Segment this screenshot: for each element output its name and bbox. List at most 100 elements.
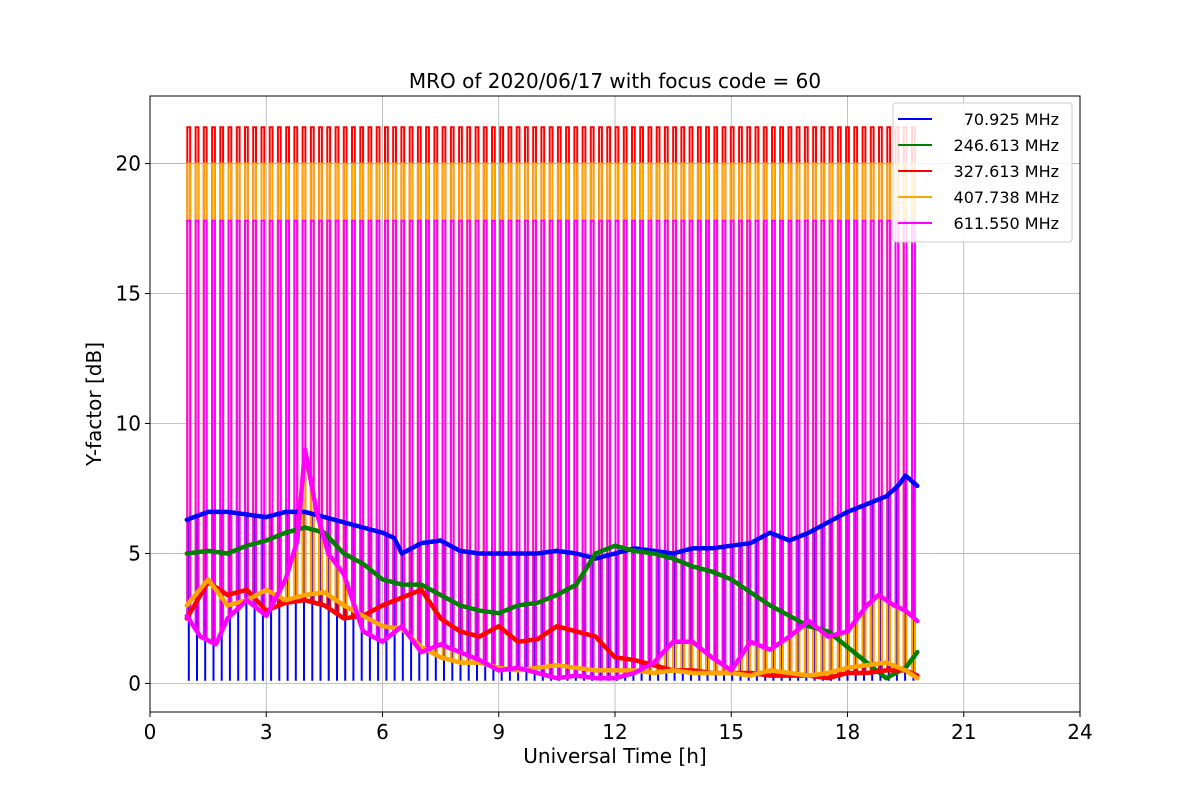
data-point xyxy=(749,541,753,545)
data-point xyxy=(613,655,617,659)
data-point xyxy=(826,676,830,680)
data-point xyxy=(768,668,772,672)
data-point xyxy=(226,510,229,514)
data-point xyxy=(214,642,218,646)
data-point xyxy=(185,614,189,618)
data-point xyxy=(574,674,578,678)
data-point xyxy=(807,624,811,628)
data-point xyxy=(497,668,501,672)
x-tick-label: 15 xyxy=(719,720,744,744)
data-point xyxy=(884,676,888,680)
data-point xyxy=(381,640,384,644)
data-point xyxy=(477,609,481,613)
data-point xyxy=(477,635,481,639)
data-point xyxy=(439,655,443,659)
data-point xyxy=(381,603,384,607)
data-point xyxy=(710,570,714,574)
data-point xyxy=(710,671,714,675)
data-point xyxy=(477,658,481,662)
data-point xyxy=(295,539,299,542)
data-point xyxy=(315,510,319,514)
data-point xyxy=(671,640,675,644)
data-point xyxy=(245,544,249,548)
data-point xyxy=(264,515,268,519)
chart-title: MRO of 2020/06/17 with focus code = 60 xyxy=(409,69,821,93)
data-point xyxy=(729,577,733,581)
data-point xyxy=(477,552,481,555)
data-point xyxy=(691,546,694,550)
data-point xyxy=(865,663,869,667)
data-point xyxy=(342,572,346,576)
data-point xyxy=(226,616,229,620)
data-point xyxy=(787,635,791,639)
data-point xyxy=(884,668,888,672)
data-point xyxy=(497,552,501,555)
data-point xyxy=(400,583,404,587)
data-point xyxy=(264,614,268,618)
data-point xyxy=(904,609,908,613)
x-axis-label: Universal Time [h] xyxy=(523,744,706,768)
y-tick-label: 15 xyxy=(116,282,141,306)
data-point xyxy=(419,588,423,592)
data-point xyxy=(458,629,462,633)
data-point xyxy=(846,510,849,514)
data-point xyxy=(877,593,880,597)
data-point xyxy=(458,650,462,654)
data-point xyxy=(381,531,384,535)
data-point xyxy=(710,655,714,659)
legend-label: 407.738 MHz xyxy=(954,188,1059,207)
data-point xyxy=(768,674,772,678)
data-point xyxy=(671,557,675,561)
data-point xyxy=(691,564,694,568)
data-point xyxy=(613,544,617,548)
data-point xyxy=(691,640,694,644)
data-point xyxy=(400,552,404,555)
data-point xyxy=(419,583,423,587)
x-tick-label: 9 xyxy=(492,720,505,744)
data-point xyxy=(322,515,326,519)
data-point xyxy=(185,603,189,607)
data-point xyxy=(458,549,462,553)
pulse-spikes-611550 xyxy=(186,219,916,679)
tick-layer: 0 3 6 9 12 15 18 21 24 0 5 10 15 20 xyxy=(116,152,1093,744)
data-point xyxy=(284,531,288,535)
data-point xyxy=(419,541,423,545)
data-point xyxy=(915,676,919,680)
data-point xyxy=(303,448,307,451)
data-point xyxy=(342,552,346,555)
data-point xyxy=(381,624,384,628)
y-tick-label: 20 xyxy=(116,152,141,176)
data-point xyxy=(787,671,791,675)
data-point xyxy=(787,614,791,618)
data-point xyxy=(392,536,396,540)
data-point xyxy=(439,642,443,646)
data-point xyxy=(245,588,249,592)
data-point xyxy=(536,666,539,670)
data-point xyxy=(361,629,365,633)
data-point xyxy=(198,635,202,639)
data-point xyxy=(303,593,307,597)
data-point xyxy=(439,616,443,620)
pulse-layer xyxy=(186,126,916,681)
data-point xyxy=(865,671,869,675)
data-point xyxy=(594,676,598,680)
data-point xyxy=(574,583,578,587)
data-point xyxy=(439,539,443,542)
data-point xyxy=(361,526,365,529)
data-point xyxy=(826,635,830,639)
data-point xyxy=(245,513,249,516)
data-point xyxy=(361,562,365,566)
data-point xyxy=(400,596,404,600)
data-point xyxy=(904,668,908,672)
data-point xyxy=(768,531,772,535)
data-point xyxy=(536,637,539,641)
data-point xyxy=(342,520,346,524)
data-point xyxy=(516,666,520,670)
data-point xyxy=(846,671,849,675)
y-axis-label: Y-factor [dB] xyxy=(82,342,106,467)
data-point xyxy=(768,603,772,607)
data-point xyxy=(400,624,404,628)
x-tick-label: 18 xyxy=(835,720,860,744)
data-point xyxy=(652,661,656,665)
